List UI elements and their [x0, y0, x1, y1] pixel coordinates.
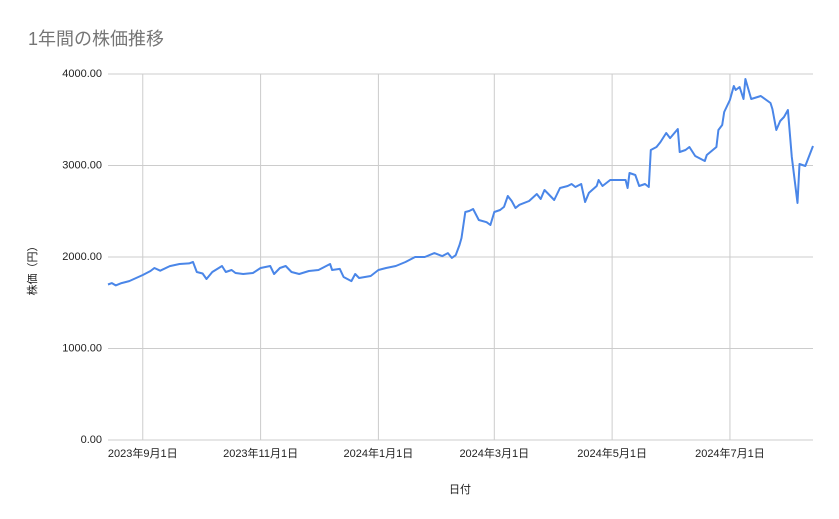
y-tick-label: 0.00 — [81, 434, 102, 446]
y-tick-label: 1000.00 — [62, 342, 102, 354]
price-line — [107, 78, 814, 287]
x-tick-label: 2024年7月1日 — [695, 446, 765, 460]
x-axis-title: 日付 — [449, 483, 471, 496]
x-tick-label: 2023年11月1日 — [223, 446, 298, 460]
x-tick-label: 2024年5月1日 — [577, 446, 647, 460]
x-tick-label: 2024年3月1日 — [459, 446, 529, 460]
y-tick-label: 2000.00 — [62, 251, 102, 263]
x-tick-label: 2023年9月1日 — [108, 446, 178, 460]
x-tick-label: 2024年1月1日 — [344, 446, 414, 460]
y-axis-title: 株価（円） — [25, 241, 39, 296]
y-tick-label: 4000.00 — [62, 68, 102, 80]
chart-title: 1年間の株価推移 — [28, 29, 164, 49]
y-tick-label: 3000.00 — [62, 159, 102, 171]
